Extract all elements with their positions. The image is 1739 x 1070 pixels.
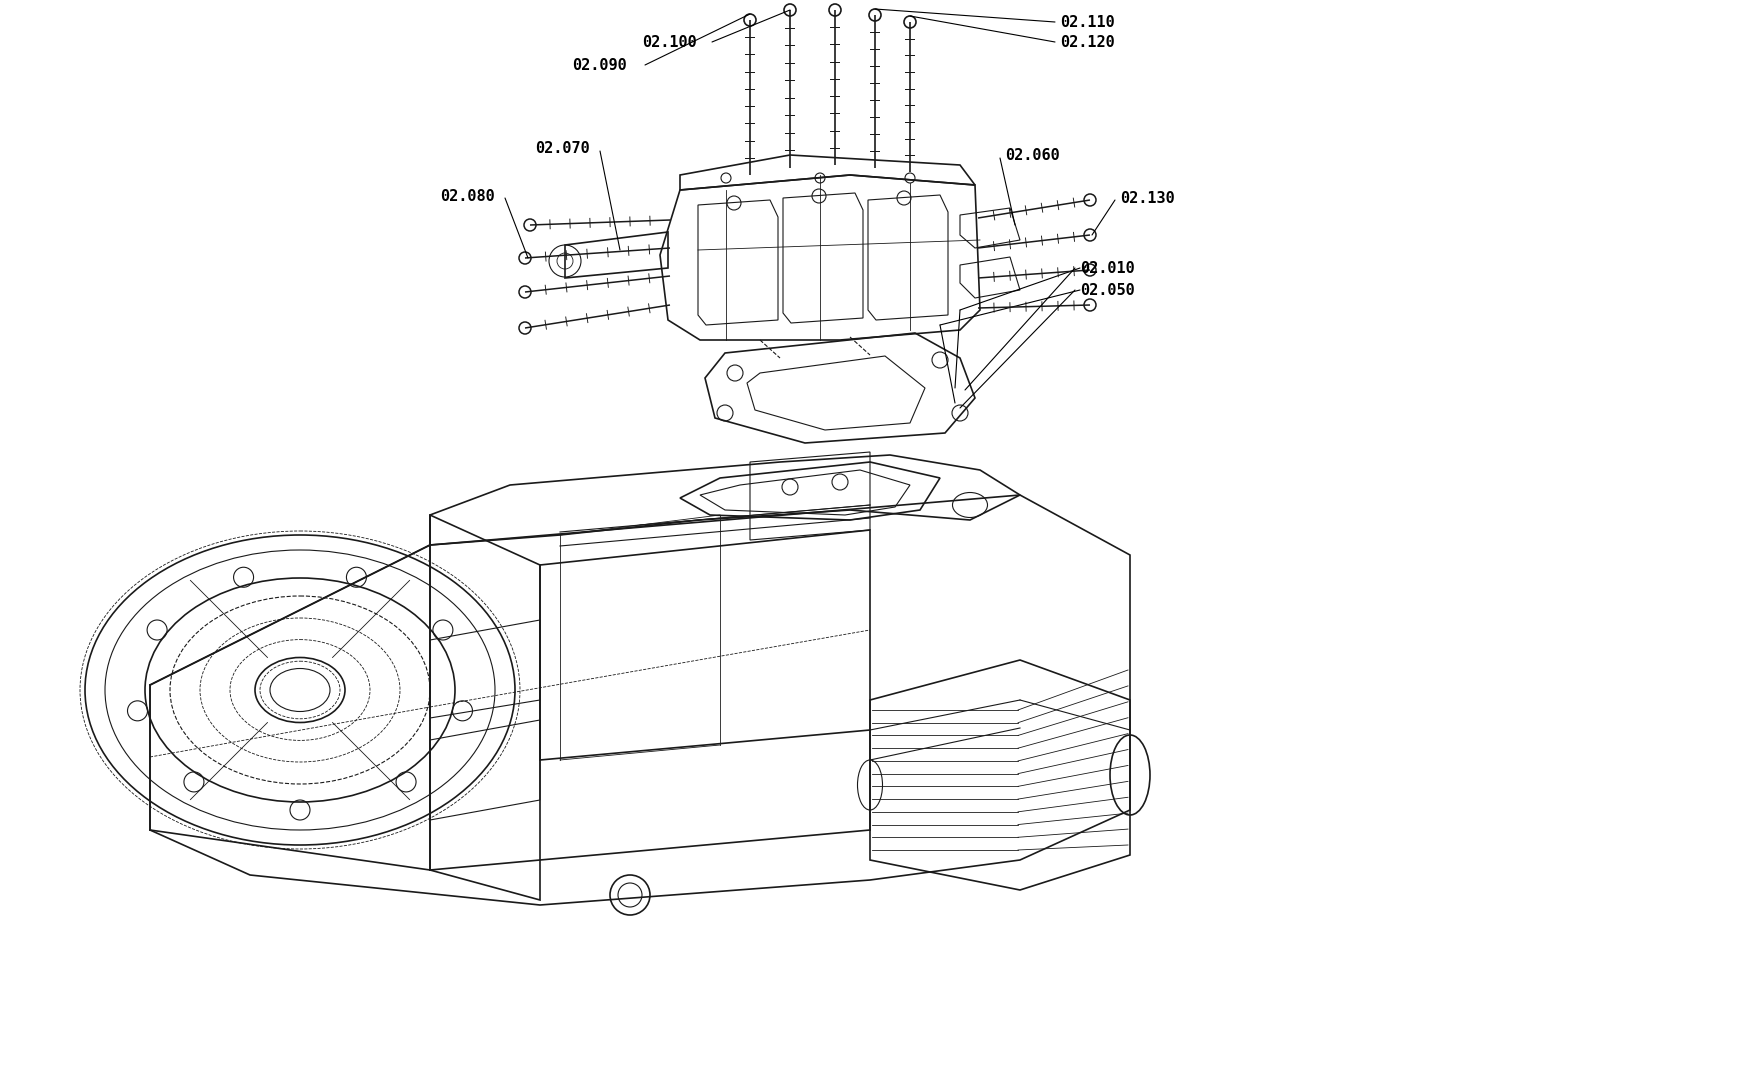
- Text: 02.110: 02.110: [1059, 15, 1115, 30]
- Text: 02.080: 02.080: [440, 188, 494, 203]
- Text: 02.130: 02.130: [1120, 190, 1174, 205]
- Text: 02.100: 02.100: [642, 34, 696, 49]
- Text: 02.050: 02.050: [1080, 282, 1134, 297]
- Text: 02.070: 02.070: [534, 140, 590, 155]
- Text: 02.060: 02.060: [1005, 148, 1059, 163]
- Text: 02.010: 02.010: [1080, 260, 1134, 275]
- Text: 02.090: 02.090: [572, 58, 626, 73]
- Text: 02.120: 02.120: [1059, 34, 1115, 49]
